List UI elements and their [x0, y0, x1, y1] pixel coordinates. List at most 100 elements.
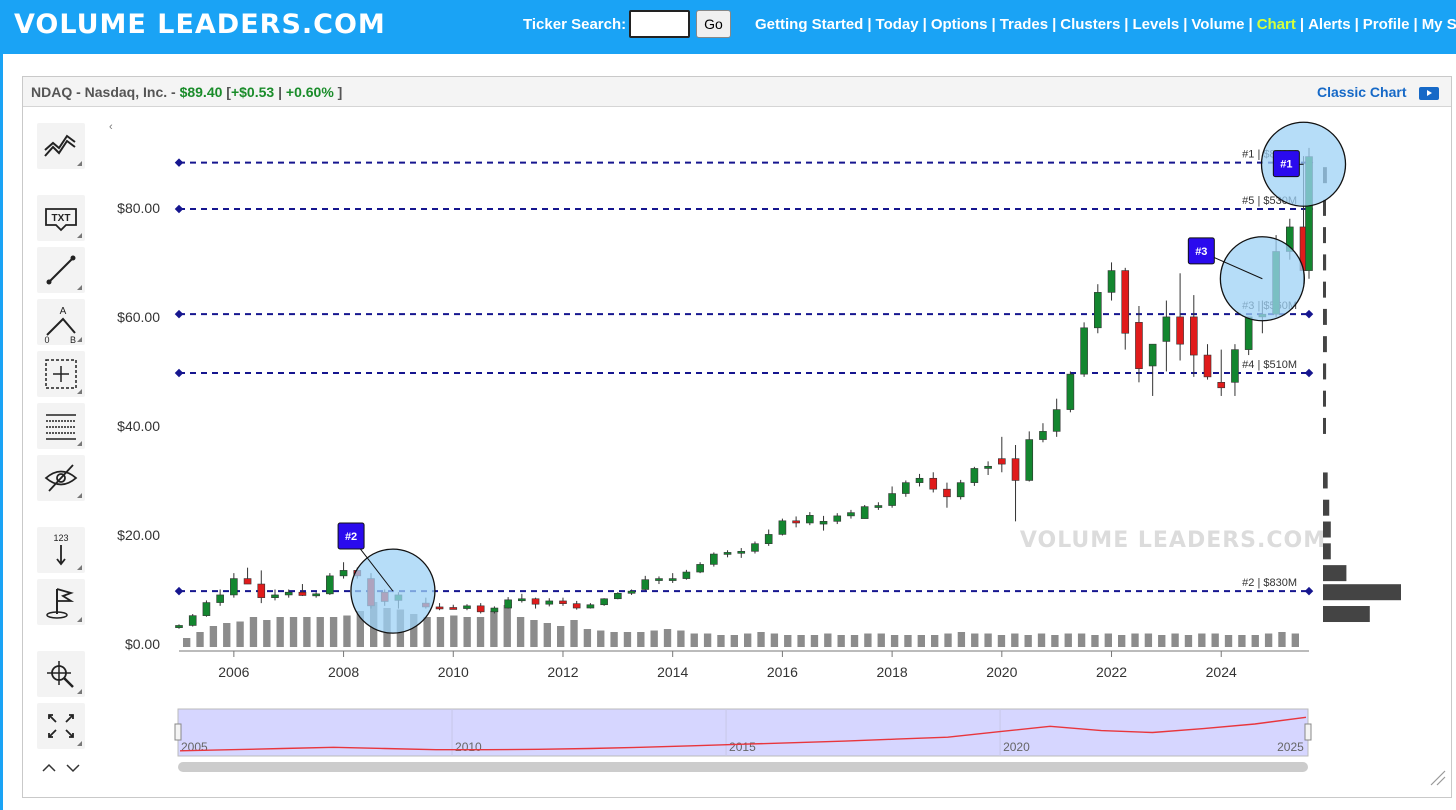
price-marker-label: 123 [53, 533, 68, 543]
text-tool-label: TXT [52, 213, 71, 224]
candlestick-chart[interactable]: VOLUME LEADERS.COM #1 | $850M#5 | $530M#… [23, 77, 1451, 797]
go-button[interactable]: Go [696, 10, 731, 38]
navigator-year-label: 2015 [729, 740, 756, 754]
candle-up [860, 506, 869, 519]
volume-bar [797, 635, 805, 647]
volume-bar [583, 629, 592, 647]
volume-profile-bar [1323, 565, 1347, 582]
resize-grip-icon[interactable] [1427, 767, 1447, 787]
crosshair-select-icon [45, 359, 77, 389]
volume-bar [757, 632, 765, 647]
nav-separator: | [991, 16, 996, 33]
flag-tool[interactable] [37, 579, 85, 625]
highlight-circle [1219, 236, 1306, 322]
text-tool[interactable]: TXT [37, 195, 85, 241]
abcd-pattern-tool[interactable]: A 0 B [37, 299, 85, 345]
nav-link-my-subs[interactable]: My Subs [1421, 16, 1456, 33]
volumeleaders-logo[interactable]: VOLUME LEADERS.COM [14, 9, 386, 40]
navigator-right-handle [1304, 723, 1312, 741]
volume-bar [984, 633, 992, 647]
x-axis-tick-label: 2024 [1206, 664, 1237, 680]
volume-bar [997, 635, 1006, 647]
nav-link-today[interactable]: Today [875, 16, 919, 33]
toolbar-scroll-arrows[interactable] [41, 759, 85, 777]
level-line-start-marker [174, 368, 184, 378]
flag-icon [46, 588, 75, 619]
candle-down [476, 605, 485, 613]
zoom-tool[interactable] [37, 651, 85, 697]
nav-link-trades[interactable]: Trades [999, 16, 1049, 33]
nav-link-clusters[interactable]: Clusters [1060, 16, 1121, 33]
price-marker-tool[interactable]: 123 [37, 527, 85, 573]
volume-bar [329, 617, 338, 647]
candle-up [1066, 373, 1075, 410]
candle-down [1011, 458, 1020, 481]
candle-up [668, 578, 677, 581]
volume-bar [503, 605, 511, 647]
nav-link-chart[interactable]: Chart [1256, 16, 1296, 33]
candle-up [833, 515, 842, 522]
candle-up [696, 564, 704, 573]
ticker-search-label: Ticker Search: [523, 16, 627, 33]
candle-down [1217, 382, 1226, 389]
trend-indicator-tool[interactable] [37, 123, 85, 169]
volume-bar [837, 635, 845, 647]
navigator-year-label: 2025 [1277, 740, 1304, 754]
last-price: $89.40 [179, 84, 223, 100]
classic-chart-play-icon[interactable] [1419, 87, 1439, 100]
volume-bar [637, 632, 645, 647]
candle-up [682, 571, 691, 579]
nav-separator: | [1248, 16, 1253, 33]
chevron-up-icon[interactable] [42, 763, 56, 772]
chevron-down-icon[interactable] [66, 764, 80, 773]
candle-down [1176, 316, 1184, 345]
x-axis-tick-label: 2018 [877, 664, 908, 680]
nav-link-levels[interactable]: Levels [1132, 16, 1180, 33]
candle-up [271, 594, 279, 598]
nav-separator: | [1413, 16, 1418, 33]
candle-up [1039, 431, 1047, 440]
candle-up [339, 570, 348, 577]
line-tool[interactable] [37, 247, 85, 293]
flag-label: #3 [1195, 246, 1207, 258]
level-line-start-marker [174, 204, 184, 214]
volume-bar [236, 621, 244, 647]
abcd-label-b: B [70, 335, 76, 345]
candle-up [847, 512, 855, 517]
candle-up [655, 578, 663, 581]
candle-up [902, 482, 910, 494]
candle-down [1135, 322, 1143, 369]
nav-link-alerts[interactable]: Alerts [1308, 16, 1351, 33]
level-line-start-marker [174, 309, 184, 319]
nav-link-options[interactable]: Options [930, 16, 988, 33]
x-axis-tick-label: 2022 [1096, 664, 1127, 680]
nav-link-profile[interactable]: Profile [1362, 16, 1410, 33]
grid-lines-tool[interactable] [37, 403, 85, 449]
candle-up [175, 625, 183, 628]
x-axis-tick-label: 2014 [657, 664, 688, 680]
volume-bar [810, 635, 819, 647]
nav-link-getting-started[interactable]: Getting Started [755, 16, 864, 33]
nav-link-volume[interactable]: Volume [1191, 16, 1245, 33]
level-lines: #1 | $850M#5 | $530M#3 | $560M#4 | $510M… [174, 149, 1314, 596]
classic-chart-link[interactable]: Classic Chart [1317, 84, 1407, 100]
chart-panel: NDAQ - Nasdaq, Inc. - $89.40 [+$0.53 | +… [22, 76, 1452, 798]
volume-bar [850, 635, 859, 647]
candle-down [559, 600, 567, 604]
volume-bar [316, 617, 324, 647]
volume-bar [1291, 633, 1299, 647]
volume-profile-bar [1323, 254, 1327, 271]
volume-bar [1184, 635, 1193, 647]
candle-up [915, 477, 924, 483]
x-axis-tick-label: 2006 [218, 664, 249, 680]
nav-separator: | [1299, 16, 1305, 33]
y-axis-tick-label: $0.00 [125, 636, 160, 652]
candle-up [737, 551, 746, 554]
hide-drawings-tool[interactable] [37, 455, 85, 501]
price-change-percent: +0.60% [285, 84, 334, 100]
selection-tool[interactable] [37, 351, 85, 397]
ticker-search-input[interactable] [629, 10, 690, 38]
fullscreen-tool[interactable] [37, 703, 85, 749]
level-line-start-marker [174, 158, 184, 167]
collapse-toolbar-chevron-icon[interactable]: ‹ [109, 121, 113, 133]
